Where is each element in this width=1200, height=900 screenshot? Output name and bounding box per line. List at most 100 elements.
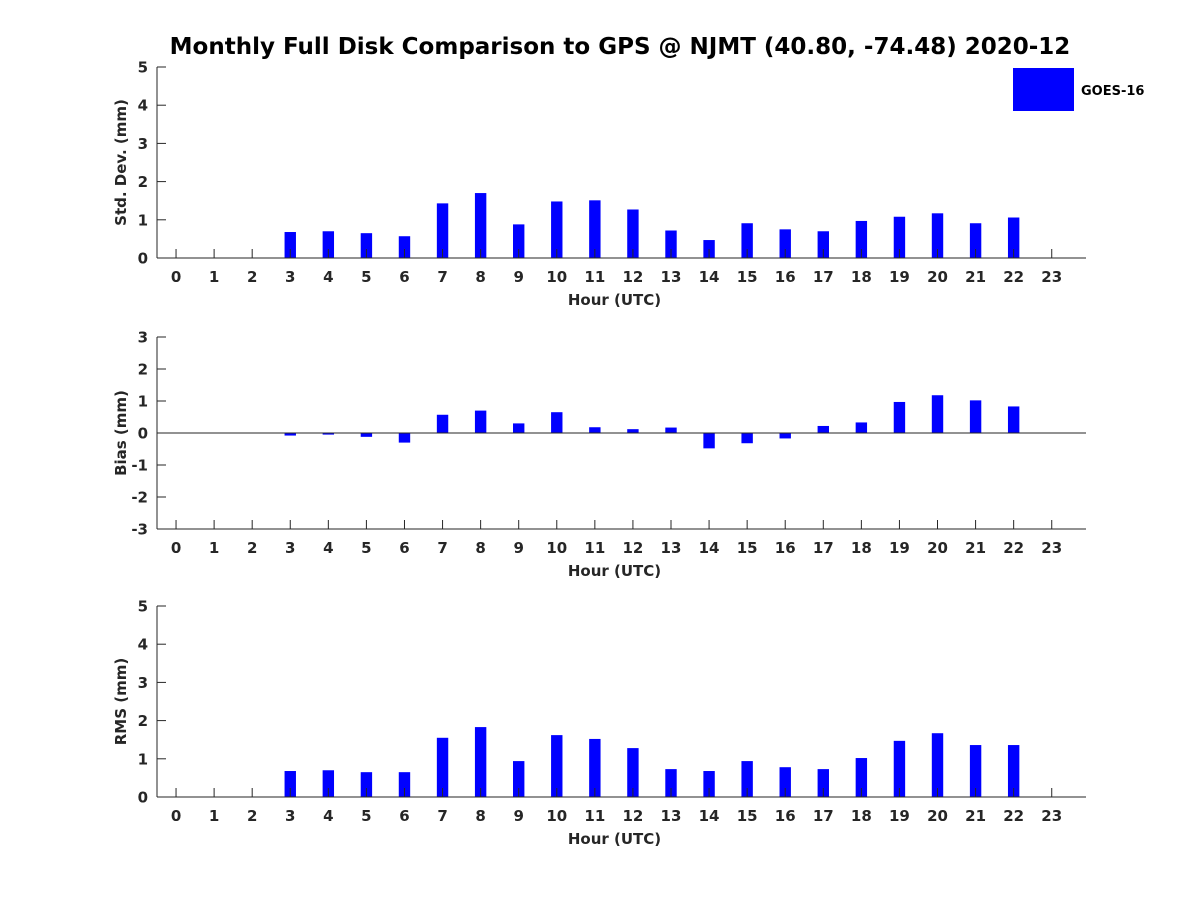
std-dev-y-tick-label: 3: [138, 135, 148, 153]
bias-x-tick-label: 18: [851, 539, 872, 557]
bias-bar-hour-6: [398, 433, 411, 443]
bias-y-tick-label: -1: [131, 457, 148, 475]
bias-y-tick-label: -3: [131, 521, 148, 539]
bias-bar-hour-10: [551, 412, 563, 433]
std-dev-y-tick-label: 1: [138, 211, 148, 229]
legend-swatch: [1013, 68, 1074, 111]
bias-x-tick-label: 2: [247, 539, 257, 557]
rms-x-tick-label: 11: [584, 807, 605, 825]
bias-x-axis-label: Hour (UTC): [568, 562, 661, 580]
rms-x-tick-label: 5: [361, 807, 371, 825]
bias-x-tick-label: 19: [889, 539, 910, 557]
std-dev-x-tick-label: 14: [699, 268, 720, 286]
std-dev-bar-hour-21: [969, 223, 982, 258]
std-dev-x-tick-label: 19: [889, 268, 910, 286]
rms-bar-hour-3: [284, 771, 296, 797]
rms-y-tick-label: 2: [138, 712, 148, 730]
rms-bar-hour-8: [474, 727, 487, 797]
std-dev-x-tick-label: 13: [661, 268, 682, 286]
rms-y-tick-label: 5: [138, 598, 148, 616]
bias-x-tick-label: 23: [1041, 539, 1062, 557]
bias-x-tick-label: 1: [209, 539, 219, 557]
std-dev-y-tick-label: 2: [138, 173, 148, 191]
rms-x-tick-label: 7: [437, 807, 447, 825]
std-dev-x-tick-label: 23: [1041, 268, 1062, 286]
std-dev-x-tick-label: 5: [361, 268, 371, 286]
rms-bar-hour-12: [627, 748, 639, 797]
std-dev-bar-hour-20: [931, 213, 944, 258]
rms-x-tick-label: 16: [775, 807, 796, 825]
rms-bar-hour-15: [741, 761, 753, 797]
rms-bar-hour-16: [779, 767, 791, 797]
std-dev-x-tick-label: 3: [285, 268, 295, 286]
std-dev-x-tick-label: 7: [437, 268, 447, 286]
std-dev-x-tick-label: 22: [1003, 268, 1024, 286]
rms-bar-hour-19: [893, 740, 906, 797]
legend: GOES-16: [1013, 68, 1144, 111]
std-dev-y-tick-label: 0: [138, 250, 148, 268]
std-dev-x-tick-label: 8: [475, 268, 485, 286]
std-dev-x-tick-label: 9: [513, 268, 523, 286]
bias-bar-hour-5: [360, 433, 373, 437]
rms-bar-hour-7: [436, 737, 449, 797]
rms-x-tick-label: 9: [513, 807, 523, 825]
bias-x-tick-label: 3: [285, 539, 295, 557]
bias-y-tick-label: 3: [138, 329, 148, 347]
rms-x-tick-label: 0: [171, 807, 181, 825]
std-dev-bar-hour-18: [855, 220, 868, 258]
std-dev-y-axis-label: Std. Dev. (mm): [112, 99, 130, 226]
rms-bar-hour-4: [322, 770, 335, 797]
bias-bar-hour-7: [436, 414, 449, 433]
bias-x-tick-label: 17: [813, 539, 834, 557]
std-dev-bar-hour-10: [551, 201, 563, 258]
rms-x-tick-label: 23: [1041, 807, 1062, 825]
std-dev-x-axis-label: Hour (UTC): [568, 291, 661, 309]
rms-x-tick-label: 17: [813, 807, 834, 825]
std-dev-bar-hour-3: [284, 232, 296, 258]
rms-x-tick-label: 19: [889, 807, 910, 825]
rms-bar-hour-11: [589, 738, 601, 797]
std-dev-y-tick-label: 5: [138, 59, 148, 77]
rms-bar-hour-6: [398, 772, 411, 797]
std-dev-bar-hour-17: [817, 231, 829, 258]
rms-x-tick-label: 15: [737, 807, 758, 825]
std-dev-y-tick-label: 4: [138, 97, 148, 115]
std-dev-bar-hour-5: [360, 233, 373, 258]
rms-x-tick-label: 22: [1003, 807, 1024, 825]
std-dev-bar-hour-8: [474, 193, 487, 258]
bias-x-tick-label: 7: [437, 539, 447, 557]
std-dev-bar-hour-11: [589, 200, 601, 258]
std-dev-bar-hour-22: [1007, 217, 1020, 258]
std-dev-x-tick-label: 20: [927, 268, 948, 286]
rms-y-tick-label: 3: [138, 674, 148, 692]
bias-x-tick-label: 11: [584, 539, 605, 557]
rms-x-tick-label: 1: [209, 807, 219, 825]
std-dev-x-tick-label: 2: [247, 268, 257, 286]
rms-x-tick-label: 10: [546, 807, 567, 825]
rms-y-axis-label: RMS (mm): [112, 658, 130, 745]
rms-x-tick-label: 21: [965, 807, 986, 825]
rms-bar-hour-14: [703, 771, 715, 797]
rms-x-tick-label: 6: [399, 807, 409, 825]
std-dev-x-tick-label: 10: [546, 268, 567, 286]
rms-x-tick-label: 8: [475, 807, 485, 825]
bias-bar-hour-12: [627, 429, 639, 433]
std-dev-bar-hour-7: [436, 203, 449, 258]
bias-bar-hour-14: [703, 433, 715, 449]
rms-bar-hour-5: [360, 772, 373, 797]
bias-x-tick-label: 22: [1003, 539, 1024, 557]
std-dev-bar-hour-12: [627, 209, 639, 258]
rms-x-tick-label: 18: [851, 807, 872, 825]
bias-bar-hour-11: [589, 427, 601, 433]
legend-label: GOES-16: [1081, 84, 1144, 99]
rms-bar-hour-9: [513, 761, 525, 797]
bias-bar-hour-18: [855, 422, 868, 433]
std-dev-x-tick-label: 15: [737, 268, 758, 286]
rms-bar-hour-17: [817, 769, 829, 797]
bias-x-tick-label: 0: [171, 539, 181, 557]
rms-x-tick-label: 12: [622, 807, 643, 825]
